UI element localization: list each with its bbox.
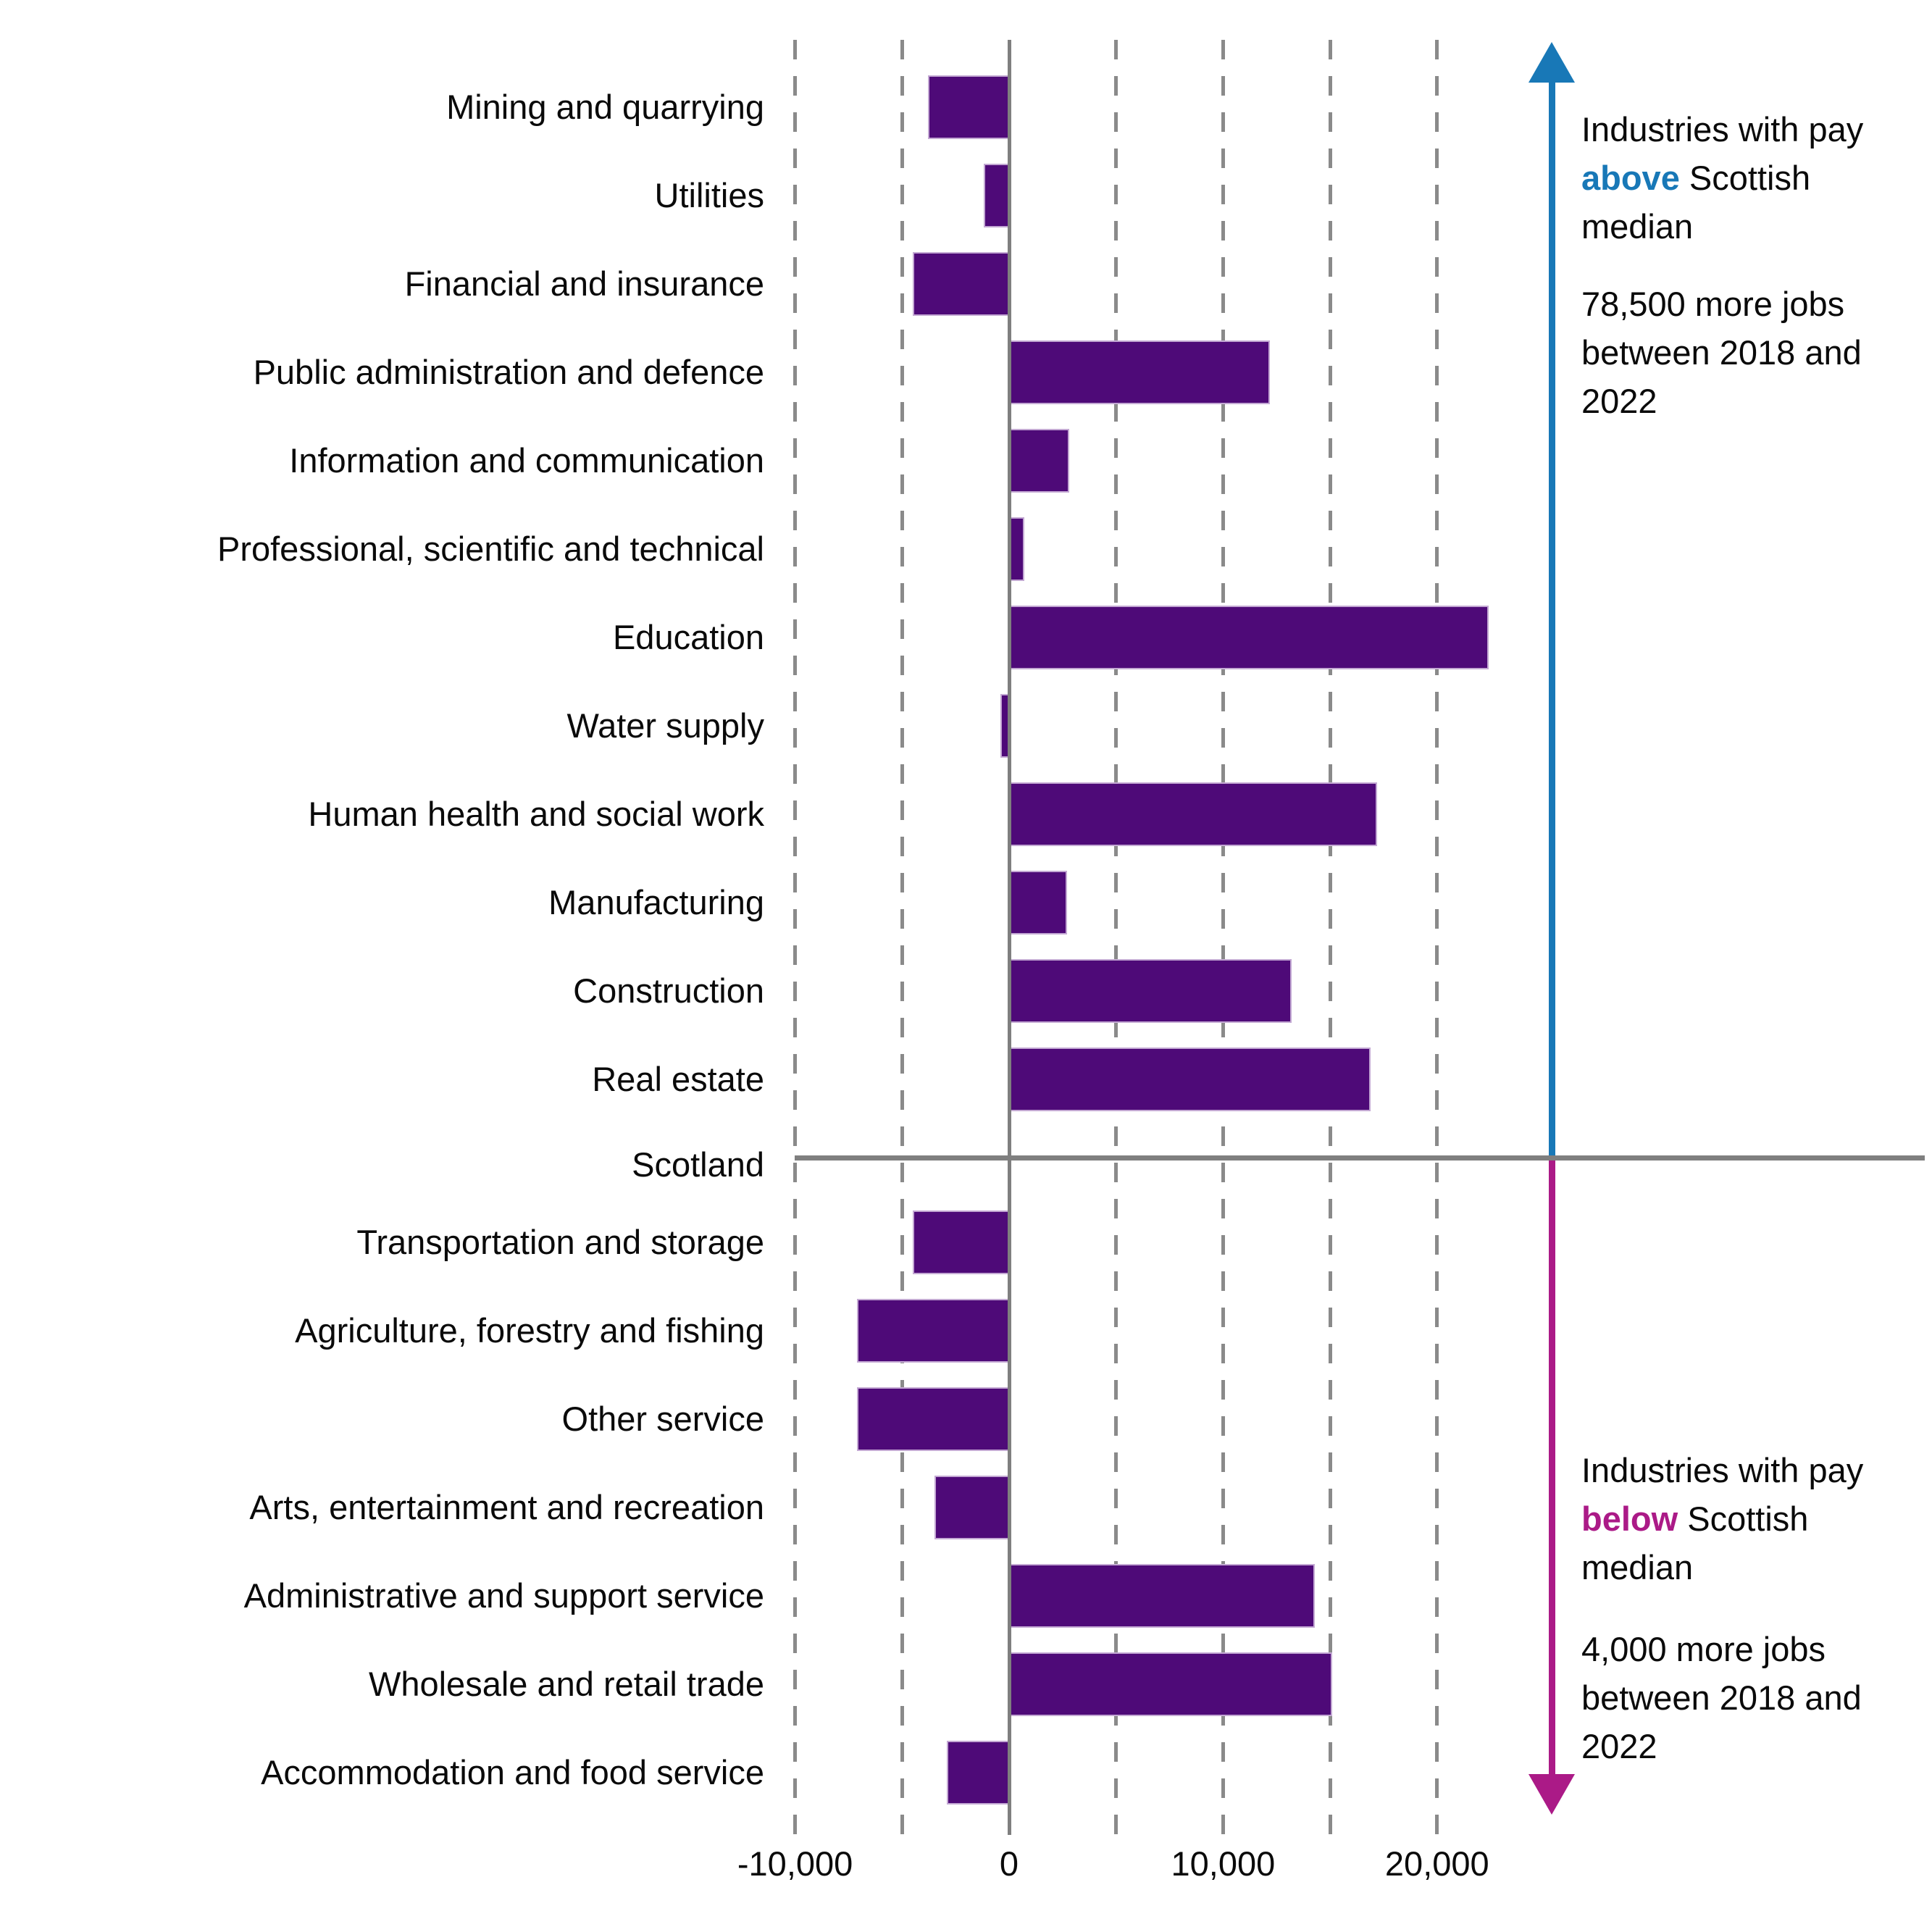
category-label-arts-entertainment-and-recreation: Arts, entertainment and recreation bbox=[249, 1488, 764, 1526]
below-median-annotation: Industries with pay below Scottish media… bbox=[1581, 1446, 1929, 1592]
below-highlight-word: below bbox=[1581, 1500, 1678, 1538]
category-label-financial-and-insurance: Financial and insurance bbox=[404, 264, 764, 303]
gridline--5000 bbox=[900, 40, 904, 1835]
above-annotation-line3: median bbox=[1581, 207, 1694, 246]
category-label-utilities: Utilities bbox=[654, 175, 764, 214]
bar-other-service bbox=[857, 1387, 1009, 1451]
x-tick-label-0: 0 bbox=[999, 1844, 1019, 1883]
category-label-other-service: Other service bbox=[561, 1400, 764, 1438]
above-annotation-line2-rest: Scottish bbox=[1679, 159, 1811, 197]
category-label-public-administration-and-defence: Public administration and defence bbox=[253, 352, 764, 391]
below-annotation-line2-rest: Scottish bbox=[1678, 1500, 1809, 1538]
category-label-education: Education bbox=[612, 617, 764, 656]
x-tick-label-10000: 10,000 bbox=[1171, 1844, 1276, 1883]
zero-axis-line bbox=[1007, 40, 1011, 1835]
below-stat-line3: 2022 bbox=[1581, 1727, 1657, 1765]
category-label-scotland: Scotland bbox=[632, 1145, 764, 1184]
above-median-arrow-shaft bbox=[1549, 81, 1555, 1155]
bar-mining-and-quarrying bbox=[927, 75, 1009, 139]
x-tick-label-20000: 20,000 bbox=[1384, 1844, 1489, 1883]
below-annotation-line1: Industries with pay bbox=[1581, 1451, 1864, 1489]
above-annotation-line1: Industries with pay bbox=[1581, 110, 1864, 149]
bar-human-health-and-social-work bbox=[1009, 782, 1378, 846]
bar-transportation-and-storage bbox=[913, 1210, 1009, 1274]
bar-wholesale-and-retail-trade bbox=[1009, 1652, 1333, 1716]
below-median-arrow-down-icon bbox=[1529, 1774, 1575, 1815]
bar-utilities bbox=[983, 163, 1009, 227]
bar-information-and-communication bbox=[1009, 428, 1069, 493]
bar-accommodation-and-food-service bbox=[947, 1741, 1009, 1805]
bar-arts-entertainment-and-recreation bbox=[934, 1476, 1009, 1539]
category-label-real-estate: Real estate bbox=[592, 1059, 764, 1098]
bar-agriculture-forestry-and-fishing bbox=[857, 1299, 1009, 1363]
above-highlight-word: above bbox=[1581, 159, 1680, 197]
bar-administrative-and-support-service bbox=[1009, 1564, 1316, 1628]
scotland-separator-line bbox=[795, 1155, 1925, 1161]
bar-real-estate bbox=[1009, 1047, 1371, 1111]
bar-public-administration-and-defence bbox=[1009, 340, 1271, 404]
gridline-20000 bbox=[1435, 40, 1439, 1835]
bar-construction bbox=[1009, 958, 1292, 1023]
above-stat-line1: 78,500 more jobs bbox=[1581, 285, 1845, 323]
above-median-arrow-up-icon bbox=[1529, 42, 1575, 83]
below-stat-line2: between 2018 and bbox=[1581, 1678, 1862, 1717]
above-stat-line2: between 2018 and bbox=[1581, 333, 1862, 372]
above-median-annotation: Industries with pay above Scottish media… bbox=[1581, 105, 1929, 251]
gridline-5000 bbox=[1114, 40, 1118, 1835]
category-label-professional-scientific-and-technical: Professional, scientific and technical bbox=[217, 529, 764, 568]
gridline--10000 bbox=[793, 40, 798, 1835]
category-label-agriculture-forestry-and-fishing: Agriculture, forestry and fishing bbox=[295, 1311, 764, 1350]
bar-education bbox=[1009, 605, 1489, 669]
category-label-manufacturing: Manufacturing bbox=[548, 882, 764, 921]
category-label-information-and-communication: Information and communication bbox=[289, 440, 764, 480]
below-annotation-line3: median bbox=[1581, 1548, 1694, 1586]
bar-financial-and-insurance bbox=[913, 251, 1009, 316]
below-median-arrow-shaft bbox=[1549, 1161, 1555, 1774]
category-label-accommodation-and-food-service: Accommodation and food service bbox=[261, 1753, 764, 1791]
x-tick-label--10000: -10,000 bbox=[737, 1844, 853, 1883]
category-label-administrative-and-support-service: Administrative and support service bbox=[243, 1576, 764, 1615]
category-label-construction: Construction bbox=[573, 971, 764, 1010]
gridline-15000 bbox=[1328, 40, 1332, 1835]
gridline-10000 bbox=[1221, 40, 1225, 1835]
category-label-mining-and-quarrying: Mining and quarrying bbox=[446, 87, 764, 126]
below-stat-line1: 4,000 more jobs bbox=[1581, 1630, 1826, 1668]
above-median-stat: 78,500 more jobs between 2018 and 2022 bbox=[1581, 280, 1929, 425]
below-annotation-line2: below Scottish bbox=[1581, 1494, 1929, 1543]
category-label-wholesale-and-retail-trade: Wholesale and retail trade bbox=[368, 1665, 764, 1703]
bar-professional-scientific-and-technical bbox=[1009, 517, 1024, 581]
above-stat-line3: 2022 bbox=[1581, 382, 1657, 420]
above-annotation-line2: above Scottish bbox=[1581, 154, 1929, 202]
category-label-transportation-and-storage: Transportation and storage bbox=[356, 1223, 764, 1261]
below-median-stat: 4,000 more jobs between 2018 and 2022 bbox=[1581, 1625, 1929, 1770]
bar-manufacturing bbox=[1009, 870, 1067, 934]
category-label-human-health-and-social-work: Human health and social work bbox=[308, 794, 764, 833]
category-label-water-supply: Water supply bbox=[566, 706, 764, 745]
